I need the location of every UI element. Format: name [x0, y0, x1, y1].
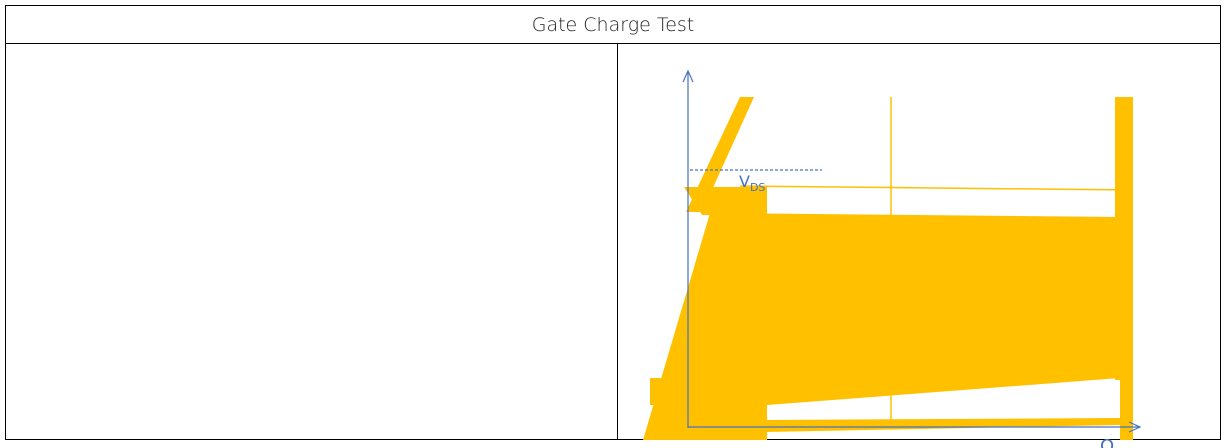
shape: [684, 187, 767, 215]
vds-main: V: [739, 172, 750, 191]
shape: [1115, 97, 1133, 380]
vds-label: VDS: [739, 172, 765, 194]
shape: [1120, 378, 1133, 440]
figure-shapes: [643, 97, 1134, 440]
axes: [682, 69, 1142, 433]
shape: [650, 378, 1120, 405]
y-arrow: [682, 69, 694, 83]
vds-sub: DS: [750, 181, 765, 194]
yellow-line: [739, 185, 1134, 191]
shape: [767, 418, 1120, 432]
x-arrow: [1128, 421, 1142, 433]
shape: [686, 97, 754, 212]
right-cell: [617, 43, 1221, 440]
q-label: Q: [1100, 436, 1114, 448]
shape: [643, 213, 1120, 440]
